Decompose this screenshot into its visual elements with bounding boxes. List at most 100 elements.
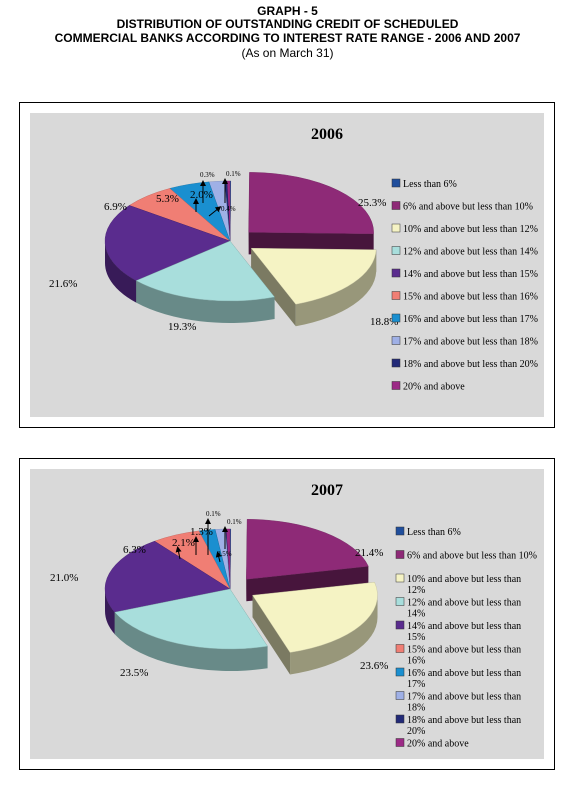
legend-label: 15% [407, 632, 425, 643]
data-label-2007-5: 21.0% [50, 572, 78, 584]
legend-swatch [395, 573, 405, 583]
pie-slice-2006-2 [248, 172, 374, 256]
data-label-2006-4: 19.3% [168, 321, 196, 333]
legend-label: 6% and above but less than 10% [403, 202, 533, 213]
data-label-2006-2: 25.3% [358, 197, 386, 209]
legend-item-2007-2: 6% and above but less than 10% [395, 550, 537, 562]
legend-item-2006-7: 16% and above but less than 17% [391, 313, 538, 325]
data-label-2007-4: 23.5% [120, 667, 148, 679]
legend-label: 16% and above but less than [407, 668, 521, 679]
legend-label: 12% [407, 585, 425, 596]
legend-label: 18% [407, 703, 425, 714]
data-label-2007-7: 2.1% [172, 537, 195, 549]
leader-arrow-2007-10 [215, 551, 222, 563]
data-label-2007-10: 0.5% [217, 550, 232, 558]
chart-title-line-1: DISTRIBUTION OF OUTSTANDING CREDIT OF SC… [116, 17, 459, 31]
pie-slice-2006-3 [250, 248, 377, 327]
legend-swatch [395, 714, 405, 724]
data-label-2006-1: 0.1% [226, 170, 241, 178]
legend-swatch [395, 550, 405, 559]
data-label-2007-2: 21.4% [355, 547, 383, 559]
legend-label: 20% and above [403, 382, 465, 393]
legend-swatch [395, 738, 405, 747]
legend-item-2006-4: 12% and above but less than 14% [391, 246, 538, 258]
legend-swatch [391, 223, 401, 233]
legend-label: 16% and above but less than 17% [403, 314, 538, 325]
legend-swatch [391, 268, 401, 278]
legend-2007: Less than 6% 6% and above but less than 1… [395, 526, 537, 750]
legend-swatch [395, 526, 405, 536]
legend-swatch [391, 291, 401, 300]
legend-swatch [391, 336, 401, 345]
legend-label: 14% and above but less than 15% [403, 269, 538, 280]
legend-swatch [395, 597, 405, 606]
chart-panel-2007: 2007 0.1% 21.4% 23.6% 23.5% 21.0% 6.3% 2.1% 1.3%… [19, 458, 555, 770]
legend-swatch [395, 620, 405, 630]
pie-title-2006: 2006 [311, 126, 343, 143]
legend-item-2006-2: 6% and above but less than 10% [391, 201, 533, 213]
leader-arrow-2006-10 [208, 206, 222, 217]
data-label-2006-9: 0.3% [200, 171, 215, 179]
legend-swatch [391, 178, 401, 188]
pie-title-2007: 2007 [311, 482, 343, 499]
legend-swatch [391, 201, 401, 210]
legend-swatch [391, 358, 401, 368]
legend-swatch [391, 381, 401, 390]
legend-label: 17% and above but less than 18% [403, 337, 538, 348]
legend-label: 14% and above but less than [407, 621, 521, 632]
legend-label: 12% and above but less than [407, 598, 521, 609]
legend-2006: Less than 6% 6% and above but less than 1… [391, 178, 538, 393]
data-label-2007-3: 23.6% [360, 660, 388, 672]
legend-label: Less than 6% [407, 527, 461, 538]
chart-title-line-2: COMMERCIAL BANKS ACCORDING TO INTEREST R… [54, 31, 521, 45]
graph-label: GRAPH - 5 [257, 4, 318, 18]
data-label-2006-5: 21.6% [49, 278, 77, 290]
legend-item-2006-8: 17% and above but less than 18% [391, 336, 538, 348]
legend-item-2006-9: 18% and above but less than 20% [391, 358, 538, 370]
data-label-2007-9: 0.1% [206, 510, 221, 518]
legend-label: 12% and above but less than 14% [403, 247, 538, 258]
legend-label: Less than 6% [403, 179, 457, 190]
chart-panel-2006: 2006 0.1% 25.3% 18.8% 19.3% 21.6% 6.9% 5.3% 2.0%… [19, 102, 555, 428]
legend-label: 18% and above but less than 20% [403, 359, 538, 370]
legend-label: 15% and above but less than 16% [403, 292, 538, 303]
legend-item-2006-1: Less than 6% [391, 178, 457, 190]
legend-swatch [395, 691, 405, 700]
data-label-2007-1: 0.1% [227, 518, 242, 526]
legend-label: 20% and above [407, 739, 469, 750]
chart-subtitle: (As on March 31) [241, 46, 334, 60]
legend-label: 14% [407, 609, 425, 620]
legend-label: 20% [407, 726, 425, 737]
legend-item-2006-6: 15% and above but less than 16% [391, 291, 538, 303]
legend-label: 17% and above but less than [407, 692, 521, 703]
legend-swatch [391, 246, 401, 255]
data-label-2006-10: 0.4% [221, 205, 236, 213]
pie-chart-2007: 2007 0.1% 21.4% 23.6% 23.5% 21.0% 6.3% 2.1%1.3%… [50, 482, 537, 750]
data-label-2006-6: 6.9% [104, 201, 127, 213]
legend-label: 17% [407, 679, 425, 690]
data-label-2006-3: 18.8% [370, 316, 398, 328]
pie-chart-2006: 2006 0.1% 25.3% 18.8% 19.3% 21.6% 6.9% 5.3% 2.0%… [49, 126, 538, 393]
legend-swatch [395, 667, 405, 677]
pie-slice-2007-3 [252, 582, 378, 675]
legend-item-2007-1: Less than 6% [395, 526, 461, 538]
legend-label: 16% [407, 656, 425, 667]
legend-item-2006-5: 14% and above but less than 15% [391, 268, 538, 280]
legend-item-2006-10: 20% and above [391, 381, 465, 393]
data-label-2007-6: 6.3% [123, 544, 146, 556]
legend-swatch [395, 644, 405, 653]
legend-item-2006-3: 10% and above but less than 12% [391, 223, 538, 235]
data-label-2006-8: 2.0% [190, 189, 213, 201]
legend-item-2007-10: 20% and above [395, 738, 469, 750]
legend-label: 10% and above but less than 12% [403, 224, 538, 235]
data-label-2006-7: 5.3% [156, 193, 179, 205]
legend-label: 15% and above but less than [407, 645, 521, 656]
pie-slice-2007-4 [114, 588, 268, 671]
